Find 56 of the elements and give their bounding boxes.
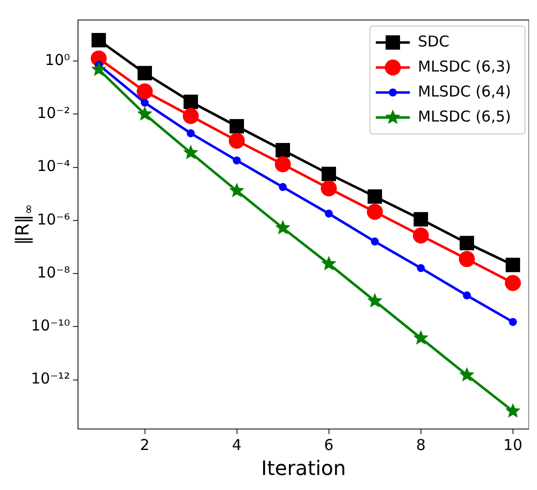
point: [370, 238, 379, 246]
point: [320, 180, 337, 196]
point: [91, 61, 106, 76]
point: [276, 142, 290, 158]
legend-label: SDC: [418, 32, 450, 50]
x-axis-title: Iteration: [261, 456, 346, 480]
point: [458, 251, 475, 268]
legend-label: MLSDC (6,4): [418, 82, 511, 100]
point: [275, 220, 290, 234]
point: [136, 83, 153, 100]
y-tick-label: 10⁻²: [37, 104, 70, 122]
point: [229, 182, 244, 198]
point: [137, 106, 152, 121]
point: [412, 227, 429, 244]
point: [460, 236, 474, 250]
point: [322, 166, 336, 182]
y-tick-label: 10⁻¹⁰: [31, 316, 70, 335]
point: [505, 403, 521, 418]
point: [413, 330, 428, 345]
y-tick-label: 10⁰: [44, 50, 70, 69]
x-tick-label: 2: [140, 436, 150, 454]
legend-label: MLSDC (6,5): [418, 107, 511, 126]
legend-label: MLSDC (6,3): [418, 57, 511, 76]
y-tick-label: 10⁻⁴: [37, 157, 70, 176]
point: [230, 119, 244, 134]
point: [321, 256, 336, 270]
point: [186, 129, 195, 138]
point: [414, 212, 428, 226]
point: [232, 156, 241, 164]
x-tick-label: 10: [503, 436, 522, 454]
y-tick-label: 10⁻¹²: [31, 370, 70, 388]
x-tick-label: 8: [416, 436, 426, 454]
point: [324, 210, 333, 218]
point: [138, 66, 152, 80]
point: [416, 264, 425, 272]
point: [504, 274, 521, 291]
point: [508, 318, 517, 326]
point: [459, 367, 474, 382]
point: [368, 189, 382, 204]
point: [278, 183, 287, 192]
point: [183, 144, 198, 160]
x-tick-label: 4: [232, 436, 242, 454]
point: [274, 156, 291, 172]
point: [140, 98, 149, 107]
point: [506, 258, 520, 272]
y-tick-label: 10⁻⁶: [37, 210, 70, 228]
point: [367, 293, 382, 308]
point: [182, 108, 199, 124]
point: [228, 132, 245, 149]
point: [366, 204, 383, 220]
point: [92, 32, 106, 48]
y-axis-title: ‖R‖∞: [12, 204, 36, 245]
point: [462, 291, 471, 300]
x-tick-label: 6: [324, 436, 334, 454]
point: [184, 94, 198, 110]
y-tick-label: 10⁻⁸: [37, 263, 70, 282]
